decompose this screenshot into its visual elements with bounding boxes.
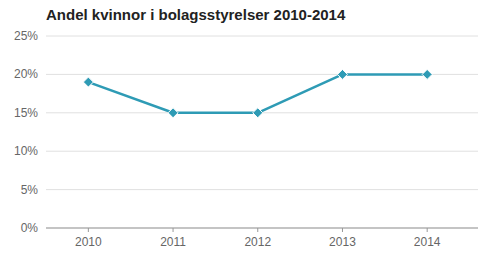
grid-line — [46, 151, 478, 152]
x-tick-label: 2011 — [160, 235, 186, 249]
x-tick — [88, 228, 89, 232]
y-tick-label: 20% — [14, 67, 38, 81]
plot-area — [83, 69, 432, 117]
data-point — [422, 69, 432, 79]
x-tick-label: 2010 — [75, 235, 102, 249]
data-point — [337, 69, 347, 79]
x-tick-label: 2014 — [414, 235, 441, 249]
grid-line — [46, 228, 478, 229]
data-point — [253, 108, 263, 118]
data-line — [88, 74, 427, 112]
x-axis-line — [46, 228, 478, 229]
chart-svg: Andel kvinnor i bolagsstyrelser 2010-201… — [0, 0, 496, 258]
x-tick — [427, 228, 428, 232]
y-tick-label: 25% — [14, 29, 38, 43]
y-tick-label: 0% — [21, 221, 39, 235]
grid-line — [46, 189, 478, 190]
x-tick-label: 2012 — [244, 235, 271, 249]
y-grid — [46, 36, 478, 228]
y-tick-label: 15% — [14, 106, 38, 120]
y-tick-label: 5% — [21, 183, 39, 197]
x-tick — [173, 228, 174, 232]
grid-line — [46, 36, 478, 37]
data-point — [168, 108, 178, 118]
y-tick-label: 10% — [14, 144, 38, 158]
x-tick-label: 2013 — [329, 235, 356, 249]
chart-container: Andel kvinnor i bolagsstyrelser 2010-201… — [0, 0, 496, 258]
data-point — [83, 77, 93, 87]
x-tick — [342, 228, 343, 232]
x-tick — [257, 228, 258, 232]
chart-title: Andel kvinnor i bolagsstyrelser 2010-201… — [46, 6, 346, 23]
